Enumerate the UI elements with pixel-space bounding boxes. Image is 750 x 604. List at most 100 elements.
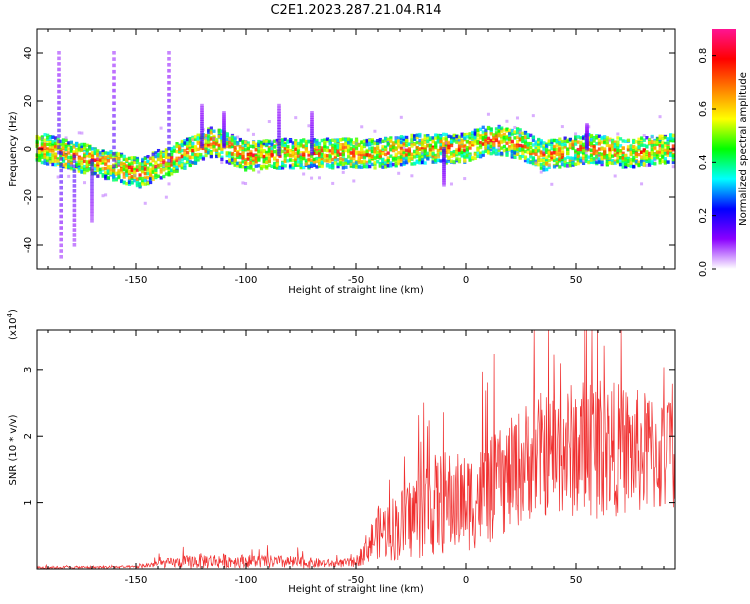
- spectrogram-cell: [207, 134, 211, 138]
- spectrogram-cell: [188, 160, 192, 164]
- spectrogram-cell: [222, 131, 226, 136]
- spectrogram-cell: [479, 141, 483, 145]
- spectrogram-cell: [621, 151, 625, 156]
- spectrogram-cell: [151, 166, 155, 171]
- spectrogram-cell: [481, 150, 485, 154]
- spectrogram-cell: [444, 161, 448, 165]
- spectrogram-cell: [46, 162, 50, 166]
- spectrogram-cell: [505, 135, 509, 139]
- colorbar-gradient: [712, 29, 736, 269]
- spectrogram-cell: [642, 161, 646, 166]
- spectrogram-cell: [209, 151, 213, 155]
- spectrogram-cell: [38, 147, 42, 152]
- spectrogram-cell: [407, 155, 411, 159]
- spectrogram-cell: [310, 147, 314, 151]
- spectrogram-cell: [200, 103, 204, 108]
- spectrogram-cell: [310, 163, 314, 167]
- spectrogram-cell: [167, 68, 171, 73]
- spectrogram-cell: [277, 106, 281, 111]
- spectrogram-cell: [460, 154, 464, 158]
- spectrogram-cell: [362, 154, 367, 158]
- spectrogram-cell: [191, 141, 195, 146]
- spectrogram-cell: [162, 160, 166, 165]
- spectrogram-cell: [154, 162, 158, 166]
- spectrogram-cell: [112, 107, 116, 112]
- spectrogram-cell: [460, 148, 464, 152]
- spectrogram-cell: [106, 169, 110, 173]
- spectrogram-cell: [151, 177, 155, 181]
- spectrogram-cell: [436, 152, 440, 157]
- spectrogram-cell: [434, 143, 438, 147]
- spectrogram-cell: [650, 139, 654, 144]
- spectrogram-cell: [587, 147, 591, 152]
- spectrogram-cell: [566, 164, 570, 168]
- spectrogram-cell: [183, 166, 187, 170]
- spectrogram-cell: [325, 159, 330, 163]
- spectrogram-cell: [80, 145, 84, 150]
- spectrogram-cell: [537, 137, 541, 142]
- spectrogram-cell: [600, 147, 604, 151]
- spectrogram-cell: [373, 156, 377, 161]
- spectrogram-cell: [347, 155, 351, 159]
- spectrogram-cell: [38, 154, 42, 158]
- spectrogram-cell: [259, 149, 264, 153]
- spectrogram-cell: [486, 150, 491, 154]
- spectrogram-cell: [294, 163, 298, 167]
- spectrogram-cell: [529, 133, 533, 138]
- spectrogram-cell: [281, 166, 285, 170]
- spectrogram-cell: [560, 155, 565, 160]
- spectrogram-cell: [603, 150, 607, 154]
- spectrogram-cell: [669, 148, 673, 153]
- spectrogram-cell: [563, 160, 567, 165]
- spectrogram-cell: [83, 153, 87, 158]
- spectrogram-cell: [72, 218, 77, 223]
- spectrogram-cell: [333, 161, 338, 165]
- spectrogram-cell: [368, 164, 372, 169]
- spectrogram-cell: [178, 149, 182, 153]
- spectrogram-cell: [162, 153, 166, 157]
- spectrogram-cell: [112, 164, 116, 169]
- spectrogram-cell: [294, 147, 298, 152]
- spectrogram-cell: [222, 125, 226, 130]
- spectrogram-cell: [283, 151, 287, 155]
- spectrogram-cell: [312, 151, 316, 156]
- spectrogram-cell: [317, 150, 322, 154]
- spectrogram-cell: [357, 160, 361, 164]
- spectrogram-cell: [67, 174, 71, 178]
- spectrogram-cell: [423, 145, 427, 149]
- spectrogram-cell: [88, 145, 92, 149]
- spectrogram-cell: [215, 137, 219, 142]
- spectrogram-cell: [574, 150, 578, 155]
- spectrogram-cell: [492, 133, 496, 137]
- spectrogram-cell: [616, 149, 620, 153]
- spectrogram-cell: [360, 140, 364, 144]
- spectrogram-cell: [434, 136, 438, 140]
- spectrogram-cell: [418, 151, 422, 156]
- spectrogram-cell: [531, 151, 536, 155]
- spectrogram-cell: [175, 162, 179, 166]
- spectrogram-cell: [259, 164, 264, 169]
- spectrogram-cell: [608, 158, 612, 162]
- spectrogram-cell: [222, 142, 226, 147]
- spectrogram-cell: [624, 139, 628, 144]
- spectrogram-cell: [291, 163, 295, 167]
- spectrogram-cell: [222, 133, 226, 137]
- spectrogram-cell: [59, 214, 63, 219]
- spectrogram-cell: [283, 159, 287, 163]
- spectrogram-cell: [579, 150, 583, 154]
- spectrogram-cell: [555, 147, 559, 151]
- spectrogram-cell: [666, 151, 670, 155]
- spectrogram-cell: [661, 144, 665, 148]
- spectrogram-cell: [650, 135, 654, 139]
- spectrogram-cell: [566, 161, 570, 166]
- spectrogram-cell: [663, 150, 668, 155]
- spectrogram-cell: [170, 152, 174, 157]
- spectrogram-cell: [399, 146, 404, 151]
- spectrogram-cell: [463, 132, 467, 137]
- spectrogram-cell: [130, 165, 134, 169]
- spectrogram-cell: [90, 154, 95, 158]
- spectrogram-cell: [43, 154, 47, 159]
- spectrogram-cell: [378, 149, 382, 153]
- spectrogram-cell: [104, 155, 108, 159]
- spectrogram-cell: [444, 141, 448, 145]
